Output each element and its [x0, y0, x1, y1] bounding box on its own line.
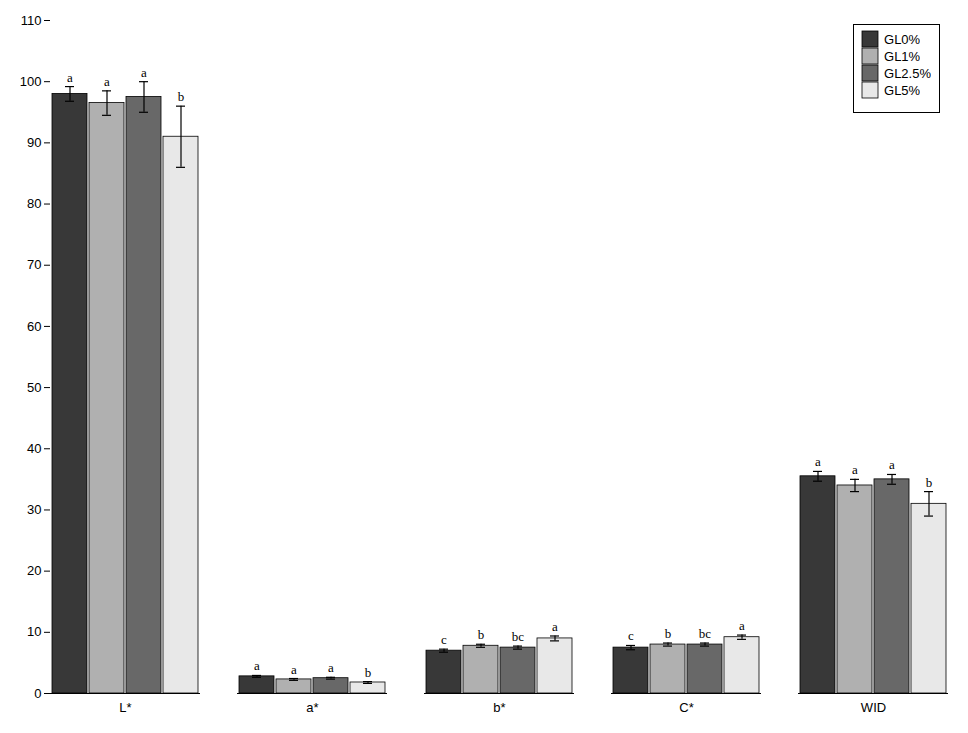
- svg-text:50: 50: [27, 380, 41, 395]
- svg-text:a*: a*: [306, 700, 318, 715]
- svg-text:C*: C*: [679, 700, 693, 715]
- svg-text:0: 0: [34, 686, 41, 701]
- svg-text:c: c: [441, 632, 447, 647]
- svg-text:a: a: [328, 660, 334, 675]
- svg-text:110: 110: [21, 13, 42, 28]
- html-text:GL2.5%: GL2.5%: [884, 65, 931, 81]
- svg-text:WID: WID: [861, 700, 886, 715]
- svg-text:20: 20: [27, 563, 41, 578]
- svg-text:a: a: [254, 658, 260, 673]
- svg-text:b: b: [178, 89, 185, 104]
- svg-text:bc: bc: [699, 626, 712, 641]
- svg-text:30: 30: [27, 502, 41, 517]
- svg-text:100: 100: [20, 74, 42, 89]
- svg-text:10: 10: [27, 624, 41, 639]
- svg-text:bc: bc: [512, 629, 525, 644]
- svg-text:b: b: [365, 665, 372, 680]
- svg-text:a: a: [815, 454, 821, 469]
- svg-text:b: b: [665, 626, 672, 641]
- svg-text:a: a: [739, 618, 745, 633]
- svg-text:90: 90: [27, 135, 41, 150]
- svg-text:a: a: [67, 70, 73, 85]
- svg-text:a: a: [141, 65, 147, 80]
- svg-text:a: a: [104, 74, 110, 89]
- svg-text:80: 80: [27, 196, 41, 211]
- svg-text:c: c: [628, 628, 634, 643]
- svg-text:a: a: [852, 462, 858, 477]
- svg-text:b*: b*: [493, 700, 505, 715]
- svg-text:L*: L*: [119, 700, 131, 715]
- svg-text:a: a: [552, 619, 558, 634]
- html-text:GL0%: GL0%: [884, 31, 921, 47]
- svg-text:b: b: [926, 475, 933, 490]
- svg-text:b: b: [478, 627, 485, 642]
- svg-text:a: a: [291, 662, 297, 677]
- svg-text:60: 60: [27, 319, 41, 334]
- svg-text:70: 70: [27, 257, 41, 272]
- svg-text:a: a: [889, 457, 895, 472]
- html-text:GL1%: GL1%: [884, 48, 921, 64]
- svg-text:40: 40: [27, 441, 41, 456]
- html-text:GL5%: GL5%: [884, 82, 921, 98]
